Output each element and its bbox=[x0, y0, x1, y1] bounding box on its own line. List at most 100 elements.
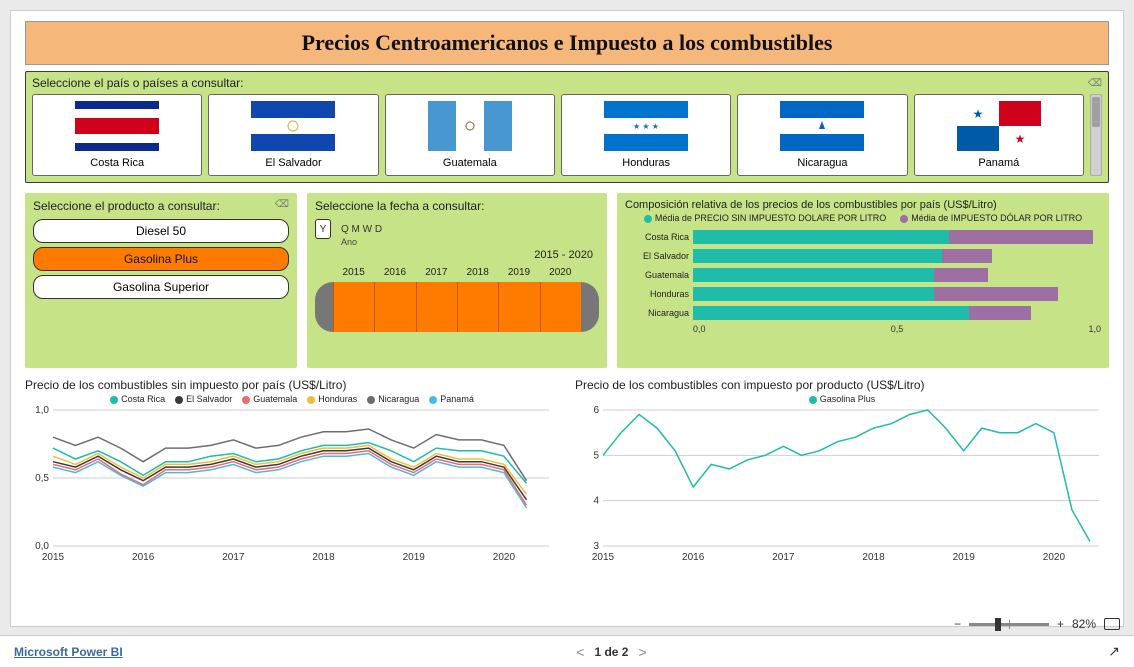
granularity-row[interactable]: Y Q M W D bbox=[315, 219, 599, 239]
svg-text:1,0: 1,0 bbox=[35, 406, 49, 416]
left-chart-title: Precio de los combustibles sin impuesto … bbox=[25, 378, 559, 392]
svg-text:2019: 2019 bbox=[403, 552, 426, 563]
flag-icon bbox=[428, 101, 512, 151]
comp-bar-seg-b bbox=[949, 230, 1093, 244]
year-cap-left[interactable] bbox=[315, 282, 333, 332]
year-cell[interactable] bbox=[540, 282, 581, 332]
comp-bar-label: Costa Rica bbox=[625, 232, 689, 242]
comp-bar-row: El Salvador bbox=[625, 246, 1101, 265]
page-navigator: < 1 de 2 > bbox=[576, 644, 646, 660]
year-cap-right[interactable] bbox=[581, 282, 599, 332]
year-label: 2020 bbox=[540, 267, 581, 278]
country-slicer-label: Seleccione el país o países a consultar: bbox=[32, 76, 243, 90]
country-card-sv[interactable]: El Salvador bbox=[208, 94, 378, 176]
comp-bar-label: Nicaragua bbox=[625, 308, 689, 318]
svg-text:2020: 2020 bbox=[493, 552, 516, 563]
clear-product-icon[interactable]: ⌫ bbox=[275, 199, 289, 213]
series-line bbox=[53, 445, 527, 494]
svg-text:5: 5 bbox=[593, 450, 599, 461]
comp-bar-row: Guatemala bbox=[625, 265, 1101, 284]
zoom-controls: − + 82% bbox=[954, 617, 1120, 631]
date-range-text: 2015 - 2020 bbox=[315, 249, 593, 261]
year-track[interactable] bbox=[315, 282, 599, 332]
svg-text:0,5: 0,5 bbox=[35, 473, 49, 484]
comp-bar-seg-a bbox=[693, 249, 942, 263]
report-title: Precios Centroamericanos e Impuesto a lo… bbox=[25, 21, 1109, 65]
next-page-button[interactable]: > bbox=[638, 644, 646, 660]
legend-item: Honduras bbox=[307, 394, 357, 404]
clear-slicer-icon[interactable]: ⌫ bbox=[1088, 78, 1102, 89]
comp-bar-row: Costa Rica bbox=[625, 227, 1101, 246]
brand-link[interactable]: Microsoft Power BI bbox=[14, 645, 123, 659]
legend-item: Nicaragua bbox=[367, 394, 419, 404]
country-card-gt[interactable]: Guatemala bbox=[385, 94, 555, 176]
fit-to-page-icon[interactable] bbox=[1104, 618, 1120, 630]
right-chart-svg: 3456201520162017201820192020 bbox=[575, 406, 1105, 564]
zoom-out-button[interactable]: − bbox=[954, 617, 961, 631]
svg-text:2017: 2017 bbox=[772, 552, 795, 563]
product-slicer: Seleccione el producto a consultar: ⌫ Di… bbox=[25, 193, 297, 368]
svg-text:2016: 2016 bbox=[132, 552, 155, 563]
legend-item: El Salvador bbox=[175, 394, 232, 404]
country-label: Nicaragua bbox=[797, 157, 847, 169]
comp-xtick: 0,0 bbox=[693, 324, 706, 334]
comp-bar-seg-a bbox=[693, 268, 934, 282]
year-label: 2017 bbox=[416, 267, 457, 278]
composition-title: Composición relativa de los precios de l… bbox=[625, 199, 1101, 211]
composition-chart: Composición relativa de los precios de l… bbox=[617, 193, 1109, 368]
page-indicator: 1 de 2 bbox=[594, 645, 628, 659]
year-cell[interactable] bbox=[333, 282, 374, 332]
country-card-hn[interactable]: ★ ★ ★Honduras bbox=[561, 94, 731, 176]
flag-icon: ★★ bbox=[957, 101, 1041, 151]
series-line bbox=[603, 410, 1090, 542]
price-with-tax-chart: Precio de los combustibles con impuesto … bbox=[575, 378, 1109, 564]
date-slicer: Seleccione la fecha a consultar: Y Q M W… bbox=[307, 193, 607, 368]
svg-text:★: ★ bbox=[972, 107, 983, 121]
comp-bar-label: Guatemala bbox=[625, 270, 689, 280]
comp-bar-seg-a bbox=[693, 230, 949, 244]
legend-item: Média de IMPUESTO DÓLAR POR LITRO bbox=[900, 213, 1082, 223]
product-option[interactable]: Diesel 50 bbox=[33, 219, 289, 243]
comp-bar-seg-b bbox=[942, 249, 993, 263]
prev-page-button[interactable]: < bbox=[576, 644, 584, 660]
comp-xtick: 1,0 bbox=[1088, 324, 1101, 334]
zoom-percent: 82% bbox=[1072, 617, 1096, 631]
comp-xtick: 0,5 bbox=[706, 324, 1089, 334]
svg-text:2016: 2016 bbox=[682, 552, 705, 563]
comp-bar-seg-b bbox=[934, 287, 1058, 301]
svg-text:2018: 2018 bbox=[312, 552, 335, 563]
granularity-active[interactable]: Y bbox=[315, 219, 331, 239]
year-cell[interactable] bbox=[498, 282, 539, 332]
comp-bar-row: Honduras bbox=[625, 284, 1101, 303]
year-cell[interactable] bbox=[416, 282, 457, 332]
year-label: 2019 bbox=[498, 267, 539, 278]
price-no-tax-chart: Precio de los combustibles sin impuesto … bbox=[25, 378, 559, 564]
year-label: 2016 bbox=[374, 267, 415, 278]
zoom-slider[interactable] bbox=[969, 623, 1049, 626]
svg-text:2015: 2015 bbox=[42, 552, 65, 563]
legend-item: Costa Rica bbox=[110, 394, 165, 404]
country-card-cr[interactable]: Costa Rica bbox=[32, 94, 202, 176]
year-cell[interactable] bbox=[374, 282, 415, 332]
svg-text:2018: 2018 bbox=[862, 552, 885, 563]
product-option[interactable]: Gasolina Superior bbox=[33, 275, 289, 299]
country-label: Honduras bbox=[622, 157, 670, 169]
legend-item: Gasolina Plus bbox=[809, 394, 876, 404]
flag-icon bbox=[251, 101, 335, 151]
comp-bar-seg-a bbox=[693, 287, 934, 301]
zoom-in-button[interactable]: + bbox=[1057, 617, 1064, 631]
series-line bbox=[53, 454, 527, 508]
country-card-ni[interactable]: Nicaragua bbox=[737, 94, 907, 176]
date-slicer-label: Seleccione la fecha a consultar: bbox=[315, 199, 599, 213]
svg-text:2019: 2019 bbox=[953, 552, 976, 563]
product-option[interactable]: Gasolina Plus bbox=[33, 247, 289, 271]
country-label: El Salvador bbox=[265, 157, 321, 169]
year-cell[interactable] bbox=[457, 282, 498, 332]
svg-text:2015: 2015 bbox=[592, 552, 615, 563]
comp-bar-label: Honduras bbox=[625, 289, 689, 299]
country-card-pa[interactable]: ★★Panamá bbox=[914, 94, 1084, 176]
country-scrollbar[interactable] bbox=[1090, 94, 1102, 176]
share-icon[interactable]: ↗ bbox=[1108, 643, 1120, 659]
flag-icon bbox=[75, 101, 159, 151]
comp-bar-seg-b bbox=[934, 268, 988, 282]
